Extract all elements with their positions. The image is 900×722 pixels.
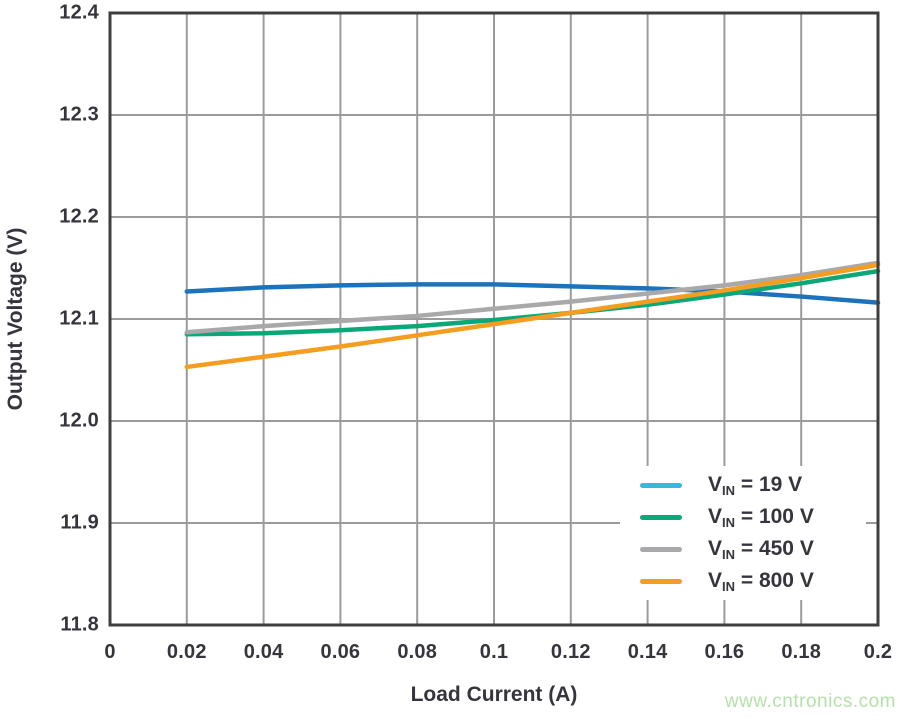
x-axis-title: Load Current (A): [410, 683, 578, 706]
x-tick-label: 0: [104, 641, 116, 663]
legend-item-vin-800-v: VIN = 800 V: [620, 565, 866, 597]
y-tick-label: 11.9: [60, 511, 99, 534]
legend-swatch: [640, 482, 682, 488]
legend: VIN = 19 V VIN = 100 V VIN = 450 V VIN = 80…: [620, 466, 866, 600]
x-tick-label: 0.04: [243, 641, 284, 663]
y-tick-label: 12.4: [59, 1, 99, 24]
x-tick-label: 0.14: [627, 641, 668, 663]
y-tick-label: 12.1: [59, 307, 99, 330]
x-tick-label: 0.12: [550, 641, 591, 663]
legend-swatch: [640, 514, 682, 520]
x-tick-label: 0.18: [781, 641, 822, 663]
legend-label: VIN = 450 V: [708, 536, 814, 562]
plot-border: [108, 11, 880, 627]
legend-item-vin-100-v: VIN = 100 V: [620, 501, 866, 533]
legend-item-vin-19-v: VIN = 19 V: [620, 469, 866, 501]
legend-swatch: [640, 578, 682, 584]
legend-item-vin-450-v: VIN = 450 V: [620, 533, 866, 565]
y-axis-title: Output Voltage (V): [4, 227, 27, 411]
legend-label: VIN = 19 V: [708, 472, 803, 498]
x-tick-label: 0.08: [397, 641, 438, 663]
x-tick-label: 0.1: [479, 641, 509, 663]
legend-swatch: [640, 546, 682, 552]
x-tick-label: 0.06: [320, 641, 361, 663]
series-line-vin-800-v: [184, 262, 881, 370]
y-tick-label: 11.8: [60, 613, 99, 636]
x-tick-label: 0.16: [704, 641, 745, 663]
y-tick-label: 12.3: [59, 103, 99, 126]
x-tick-label: 0.2: [863, 641, 893, 663]
y-tick-label: 12.0: [59, 409, 99, 432]
series-line-vin-19-v: [184, 282, 881, 305]
series-line-vin-450-v: [184, 260, 881, 335]
legend-label: VIN = 800 V: [708, 568, 814, 594]
y-tick-label: 12.2: [59, 205, 99, 228]
x-tick-label: 0.02: [166, 641, 207, 663]
legend-label: VIN = 100 V: [708, 504, 814, 530]
watermark: www.cntronics.com: [724, 691, 896, 712]
